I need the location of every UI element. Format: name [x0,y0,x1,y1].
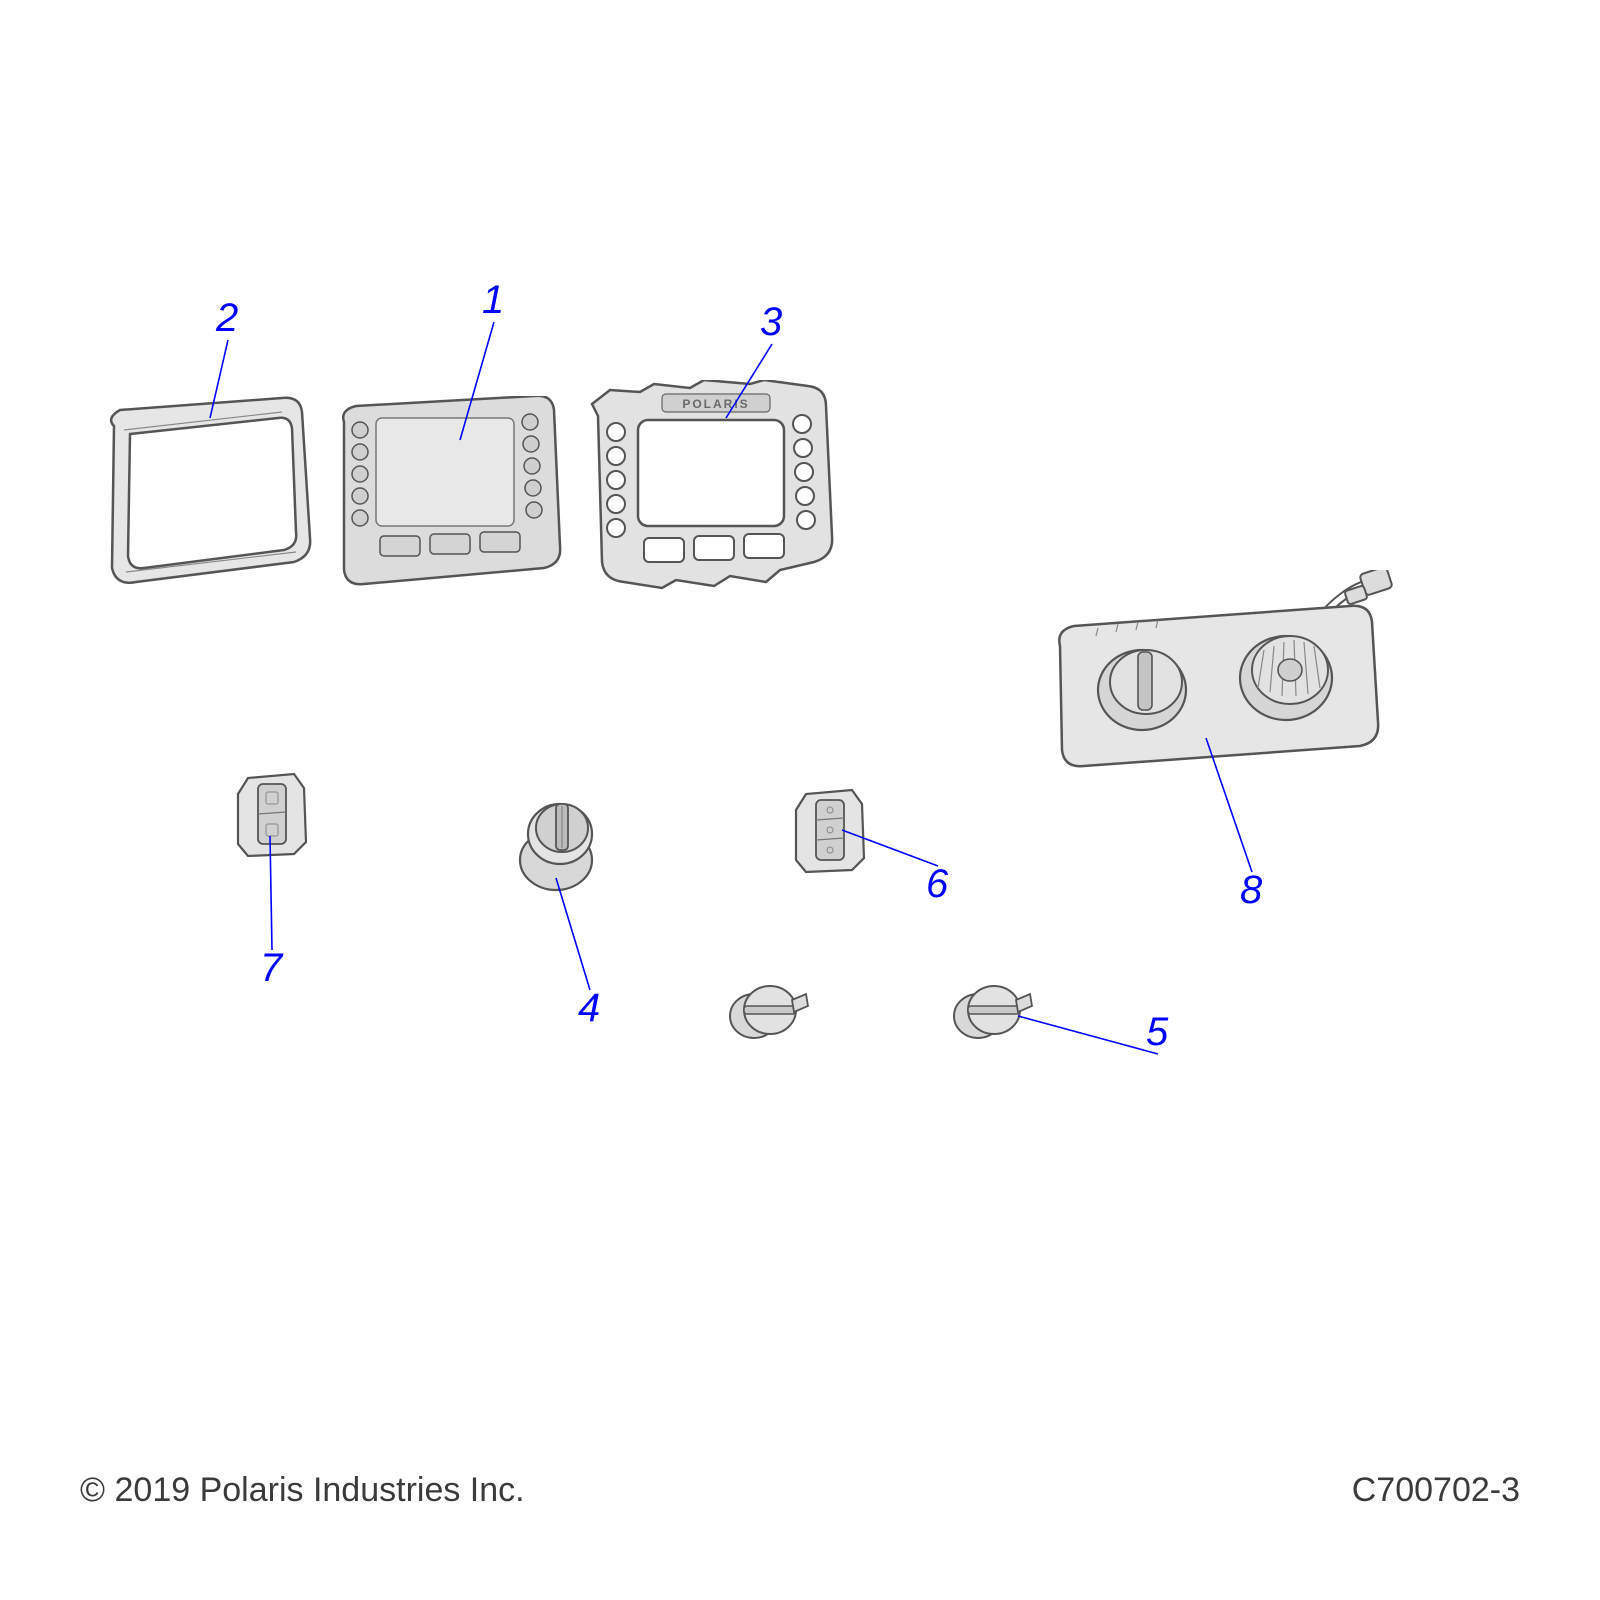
callout-6: 6 [926,862,948,907]
part-rotary-switch [516,788,604,894]
copyright-text: © 2019 Polaris Industries Inc. [80,1471,525,1510]
callout-3: 3 [760,300,782,345]
part-gasket [96,396,314,586]
callout-8: 8 [1240,868,1262,913]
part-display-unit [330,396,562,586]
callout-4: 4 [578,986,600,1031]
bezel-brand-text: POLARIS [682,397,749,411]
part-bezel: POLARIS [580,380,836,590]
diagram-canvas: POLARIS [0,0,1600,1600]
callout-1: 1 [482,278,504,323]
callout-7: 7 [260,946,282,991]
part-rocker-switch-right [790,786,868,874]
part-power-outlet-a [726,976,810,1048]
callout-2: 2 [216,296,238,341]
part-headlamp-panel [1050,570,1370,716]
callout-5: 5 [1146,1010,1168,1055]
part-power-outlet-b [950,976,1034,1048]
diagram-id-text: C700702-3 [1352,1471,1520,1510]
part-rocker-switch-left [232,770,310,858]
